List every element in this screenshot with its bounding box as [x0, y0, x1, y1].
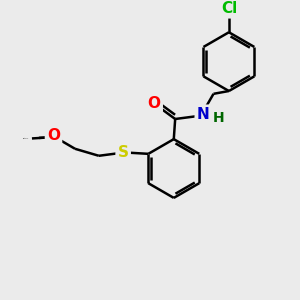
Text: H: H [212, 111, 224, 125]
Text: Cl: Cl [221, 1, 237, 16]
Text: methoxy: methoxy [23, 138, 29, 139]
Text: N: N [197, 107, 209, 122]
Text: S: S [118, 145, 129, 160]
Text: O: O [148, 96, 161, 111]
Text: O: O [47, 128, 60, 143]
